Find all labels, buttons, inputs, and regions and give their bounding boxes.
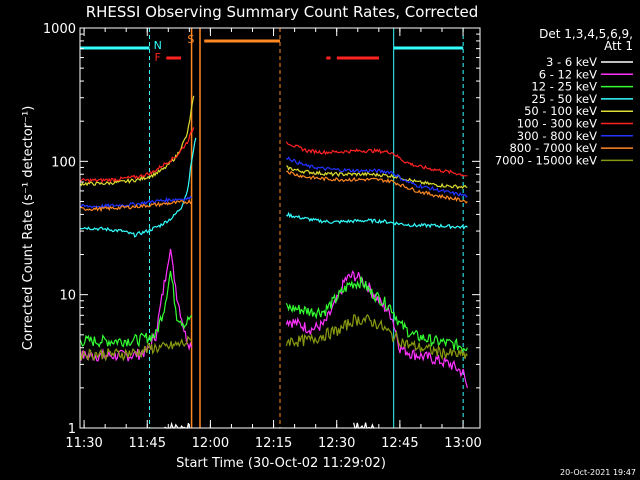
legend-label-3: 25 - 50 keV bbox=[531, 92, 597, 106]
series-line-8 bbox=[285, 313, 468, 361]
flag-label-night: N bbox=[154, 39, 162, 52]
legend-label-6: 300 - 800 keV bbox=[517, 129, 597, 143]
x-tick-label: 11:30 bbox=[65, 436, 102, 451]
series-line-4 bbox=[286, 165, 468, 190]
series-line-8 bbox=[79, 335, 192, 362]
x-tick-label: 12:30 bbox=[318, 436, 355, 451]
x-tick-label: 12:45 bbox=[381, 436, 418, 451]
legend-label-5: 100 - 300 keV bbox=[517, 117, 597, 131]
series-line-6 bbox=[285, 156, 468, 198]
series-line-1 bbox=[285, 270, 468, 389]
x-tick-label: 11:45 bbox=[129, 436, 166, 451]
x-axis-label: Start Time (30-Oct-02 11:29:02) bbox=[176, 456, 386, 471]
x-tick-label: 12:15 bbox=[255, 436, 292, 451]
legend-label-0: 3 - 6 keV bbox=[546, 55, 597, 69]
series-line-4 bbox=[79, 95, 195, 187]
y-tick-label: 100 bbox=[51, 155, 76, 170]
legend-label-4: 50 - 100 keV bbox=[524, 104, 597, 118]
plot-frame bbox=[79, 27, 481, 429]
legend-header: Det 1,3,4,5,6,9, bbox=[539, 27, 633, 41]
y-tick-label: 1 bbox=[68, 422, 76, 437]
plot-area: N S F bbox=[79, 28, 468, 429]
y-tick-label: 10 bbox=[59, 289, 76, 304]
x-tick-label: 12:00 bbox=[192, 436, 229, 451]
series-line-5 bbox=[79, 127, 195, 184]
series-line-7 bbox=[286, 170, 468, 204]
series-line-3 bbox=[79, 137, 197, 238]
legend-label-2: 12 - 25 keV bbox=[531, 80, 597, 94]
series-line-2 bbox=[79, 271, 193, 348]
legend-header-attenuator: Att 1 bbox=[604, 39, 633, 53]
legend-label-7: 800 - 7000 keV bbox=[509, 141, 597, 155]
axes: 1 10 100 1000 11:30 11:45 12:00 12:15 12:30 12:45… bbox=[43, 22, 482, 451]
series-line-3 bbox=[286, 211, 468, 230]
timestamp: 20-Oct-2021 19:47 bbox=[560, 468, 636, 477]
series-line-7 bbox=[80, 199, 193, 213]
y-tick-label: 1000 bbox=[43, 22, 76, 37]
chart-title: RHESSI Observing Summary Count Rates, Co… bbox=[86, 3, 479, 21]
flag-label-flare: F bbox=[155, 51, 161, 64]
legend-label-1: 6 - 12 keV bbox=[539, 67, 597, 81]
legend-label-8: 7000 - 15000 keV bbox=[495, 153, 597, 167]
flag-label-saa: S bbox=[187, 33, 194, 46]
x-tick-label: 13:00 bbox=[444, 436, 481, 451]
series-line-5 bbox=[285, 141, 468, 177]
series-line-2 bbox=[285, 276, 468, 353]
y-axis-label: Corrected Count Rate (s⁻¹ detector⁻¹) bbox=[21, 106, 36, 351]
